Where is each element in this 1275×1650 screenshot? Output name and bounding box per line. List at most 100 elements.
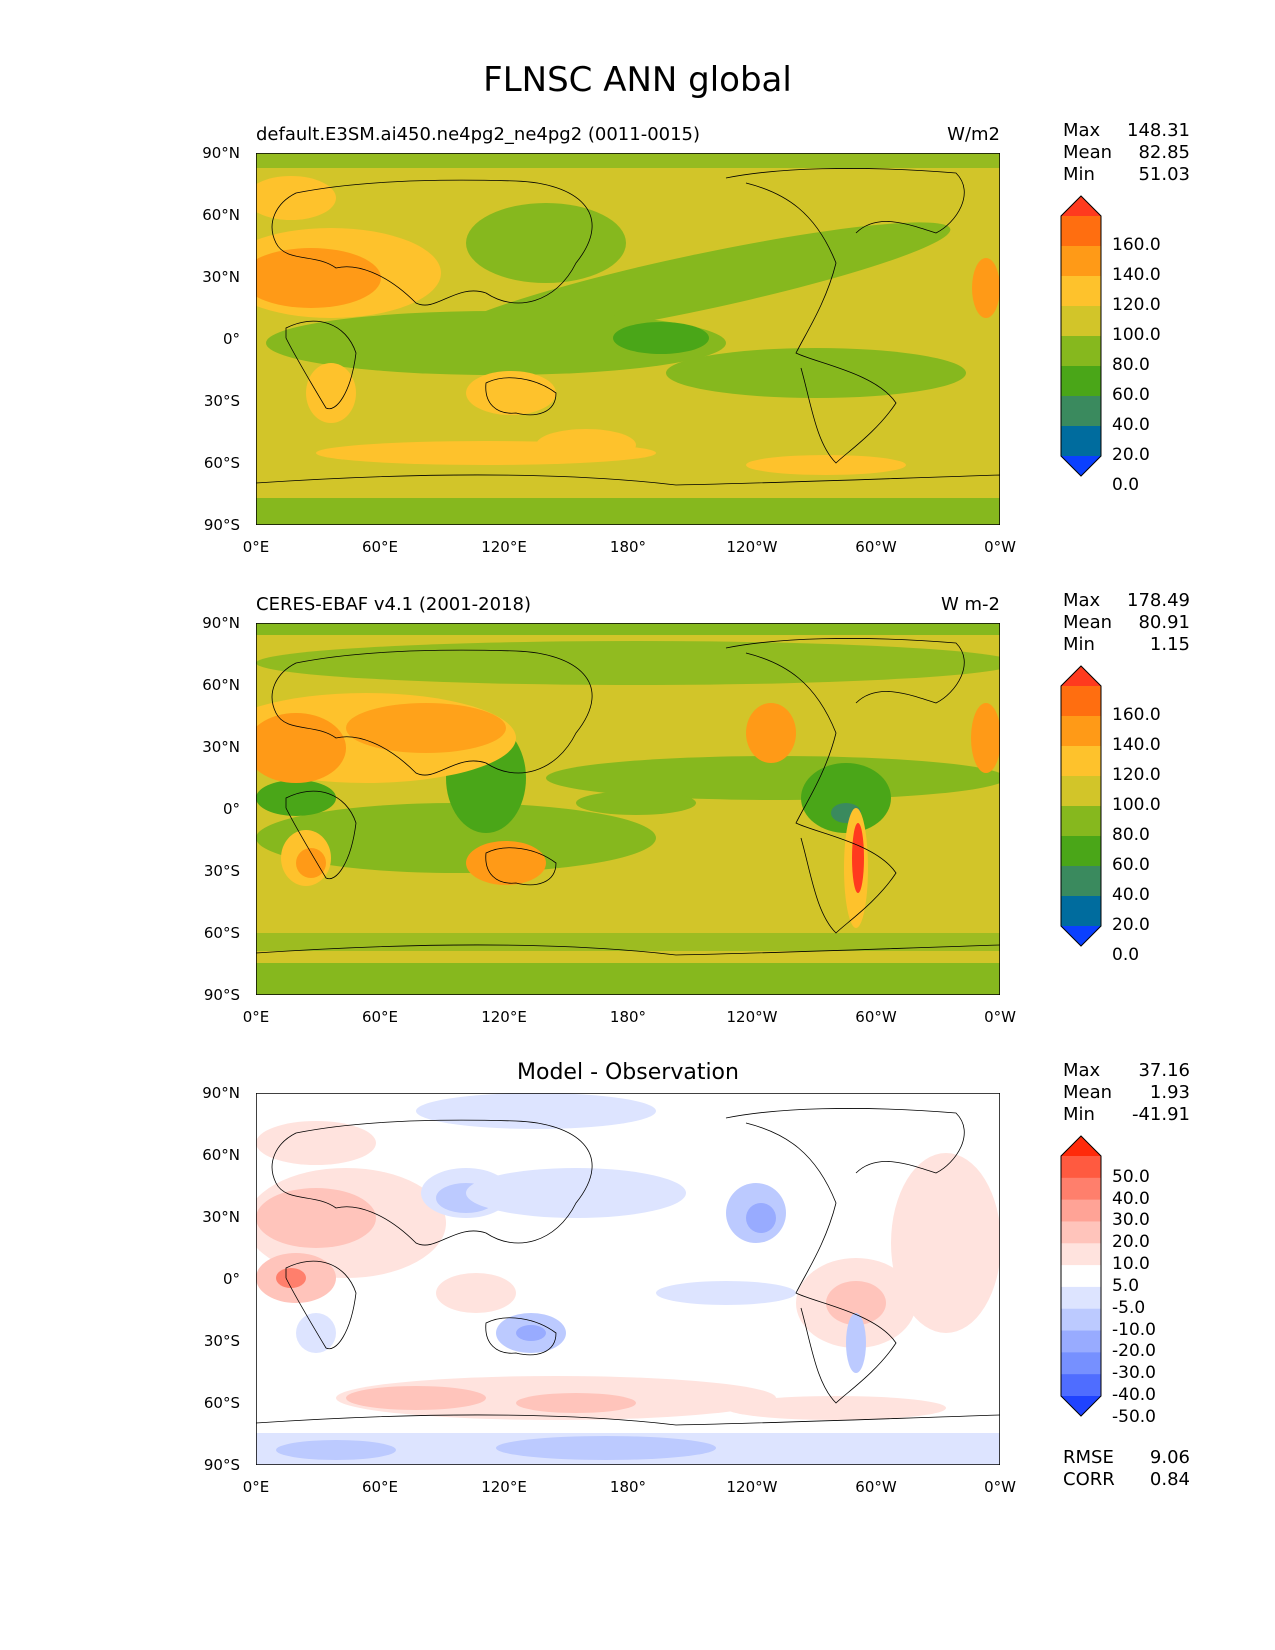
colorbar-tick-label: 80.0 <box>1112 355 1150 375</box>
lon-tick-label: 0°W <box>984 1008 1016 1026</box>
colorbar-swatch <box>1061 1330 1101 1353</box>
stat-label: Max <box>1063 120 1101 141</box>
lat-tick-label: 60°S <box>203 454 240 472</box>
colorbar-swatch <box>1061 426 1101 457</box>
map-model <box>256 153 1000 525</box>
lon-tick-label: 60°W <box>855 538 897 556</box>
colorbar-swatch <box>1061 336 1101 367</box>
stat-value: 178.49 <box>1127 590 1190 611</box>
colorbar-tick-label: 80.0 <box>1112 825 1150 845</box>
error-stats-block: RMSE 9.06 CORR 0.84 <box>1063 1447 1190 1491</box>
lon-tick-label: 0°E <box>242 538 270 556</box>
stat-min: Min 1.15 <box>1063 634 1190 656</box>
colorbar-tick-label: 0.0 <box>1112 945 1140 965</box>
lon-tick-label: 120°E <box>481 1478 527 1496</box>
colorbar-swatch <box>1061 836 1101 867</box>
lon-tick-label: 60°W <box>855 1008 897 1026</box>
colorbar-extend-min <box>1061 926 1101 946</box>
colorbar-tick-label: 10.0 <box>1112 1254 1150 1275</box>
lat-tick-label: 30°S <box>203 862 240 880</box>
colorbar-swatch <box>1061 246 1101 277</box>
lon-tick-label: 120°E <box>481 538 527 556</box>
lat-tick-label: 0° <box>222 800 240 818</box>
lon-tick-label: 60°W <box>855 1478 897 1496</box>
colorbar-tick-label: 5.0 <box>1112 1275 1140 1296</box>
stat-value: 1.15 <box>1149 634 1190 655</box>
stat-label: Min <box>1063 1104 1095 1125</box>
lon-tick-label: 0°E <box>242 1478 270 1496</box>
colorbar-swatch <box>1061 366 1101 397</box>
lon-tick-label: 120°E <box>481 1008 527 1026</box>
colorbar-tick-label: 100.0 <box>1112 795 1161 815</box>
lat-tick-label: 30°S <box>203 1332 240 1350</box>
lon-tick-label: 180° <box>609 538 647 556</box>
panel-difference: Model - Observation <box>0 1060 1275 1520</box>
colorbar-swatch <box>1061 306 1101 337</box>
panel-model: default.E3SM.ai450.ne4pg2_ne4pg2 (0011-0… <box>0 120 1275 580</box>
stat-label: Mean <box>1063 612 1113 633</box>
stat-value: 82.85 <box>1138 142 1190 163</box>
lat-tick-label: 30°S <box>203 392 240 410</box>
lat-tick-label: 60°N <box>202 206 240 224</box>
stat-corr: CORR 0.84 <box>1063 1469 1190 1491</box>
colorbar-swatch <box>1061 1352 1101 1375</box>
stat-max: Max 178.49 <box>1063 590 1190 612</box>
stat-label: CORR <box>1063 1469 1115 1490</box>
lon-tick-label: 60°E <box>361 538 399 556</box>
lat-tick-label: 30°N <box>202 268 240 286</box>
colorbar-tick-label: 120.0 <box>1112 295 1161 315</box>
colorbar-tick-label: -5.0 <box>1112 1297 1146 1318</box>
stats-block: Max 178.49 Mean 80.91 Min 1.15 <box>1063 590 1190 656</box>
stat-value: 51.03 <box>1138 164 1190 185</box>
lat-tick-label: 90°N <box>202 144 240 162</box>
stats-block: Max 148.31 Mean 82.85 Min 51.03 <box>1063 120 1190 186</box>
stat-label: Mean <box>1063 142 1113 163</box>
colorbar-tick-label: 20.0 <box>1112 445 1150 465</box>
stat-value: 1.93 <box>1149 1082 1190 1103</box>
colorbar-swatch <box>1061 396 1101 427</box>
colorbar-tick-label: 60.0 <box>1112 855 1150 875</box>
lon-tick-label: 120°W <box>726 538 778 556</box>
lat-tick-label: 90°N <box>202 1084 240 1102</box>
stat-value: 9.06 <box>1149 1447 1190 1468</box>
lat-tick-label: 60°S <box>203 1394 240 1412</box>
stat-label: Max <box>1063 590 1101 611</box>
lat-tick-label: 30°N <box>202 1208 240 1226</box>
map-observation <box>256 623 1000 995</box>
stat-label: Mean <box>1063 1082 1113 1103</box>
stat-rmse: RMSE 9.06 <box>1063 1447 1190 1469</box>
lon-tick-label: 180° <box>609 1478 647 1496</box>
colorbar-tick-label: 20.0 <box>1112 1232 1150 1253</box>
colorbar-tick-label: -40.0 <box>1112 1385 1156 1405</box>
colorbar-swatch <box>1061 1221 1101 1244</box>
lon-tick-label: 180° <box>609 1008 647 1026</box>
colorbar-tick-label: 60.0 <box>1112 385 1150 405</box>
colorbar-swatch <box>1061 686 1101 717</box>
lat-tick-label: 30°N <box>202 738 240 756</box>
lon-tick-label: 60°E <box>361 1478 399 1496</box>
stat-label: Min <box>1063 164 1095 185</box>
colorbar-graphic <box>1060 195 1102 477</box>
panel-units: W m-2 <box>940 594 1000 615</box>
colorbar-tick-label: 20.0 <box>1112 915 1150 935</box>
stat-label: Max <box>1063 1060 1101 1081</box>
lon-tick-label: 0°W <box>984 538 1016 556</box>
colorbar-tick-label: 0.0 <box>1112 475 1140 495</box>
colorbar-swatch <box>1061 1177 1101 1201</box>
stat-max: Max 148.31 <box>1063 120 1190 142</box>
colorbar-tick-label: 160.0 <box>1112 705 1161 725</box>
colorbar-swatch <box>1061 1243 1101 1266</box>
stat-min: Min -41.91 <box>1063 1104 1190 1126</box>
lat-tick-label: 90°S <box>203 986 240 1004</box>
lat-tick-label: 90°S <box>203 1456 240 1474</box>
colorbar-swatch <box>1061 716 1101 747</box>
lat-tick-label: 60°S <box>203 924 240 942</box>
stat-mean: Mean 1.93 <box>1063 1082 1190 1104</box>
colorbar-swatch <box>1061 1374 1101 1397</box>
colorbar-swatch <box>1061 896 1101 927</box>
lat-tick-label: 90°S <box>203 516 240 534</box>
stat-value: -41.91 <box>1131 1104 1190 1125</box>
stat-value: 80.91 <box>1138 612 1190 633</box>
colorbar-swatch <box>1061 746 1101 777</box>
colorbar-swatch <box>1061 276 1101 307</box>
